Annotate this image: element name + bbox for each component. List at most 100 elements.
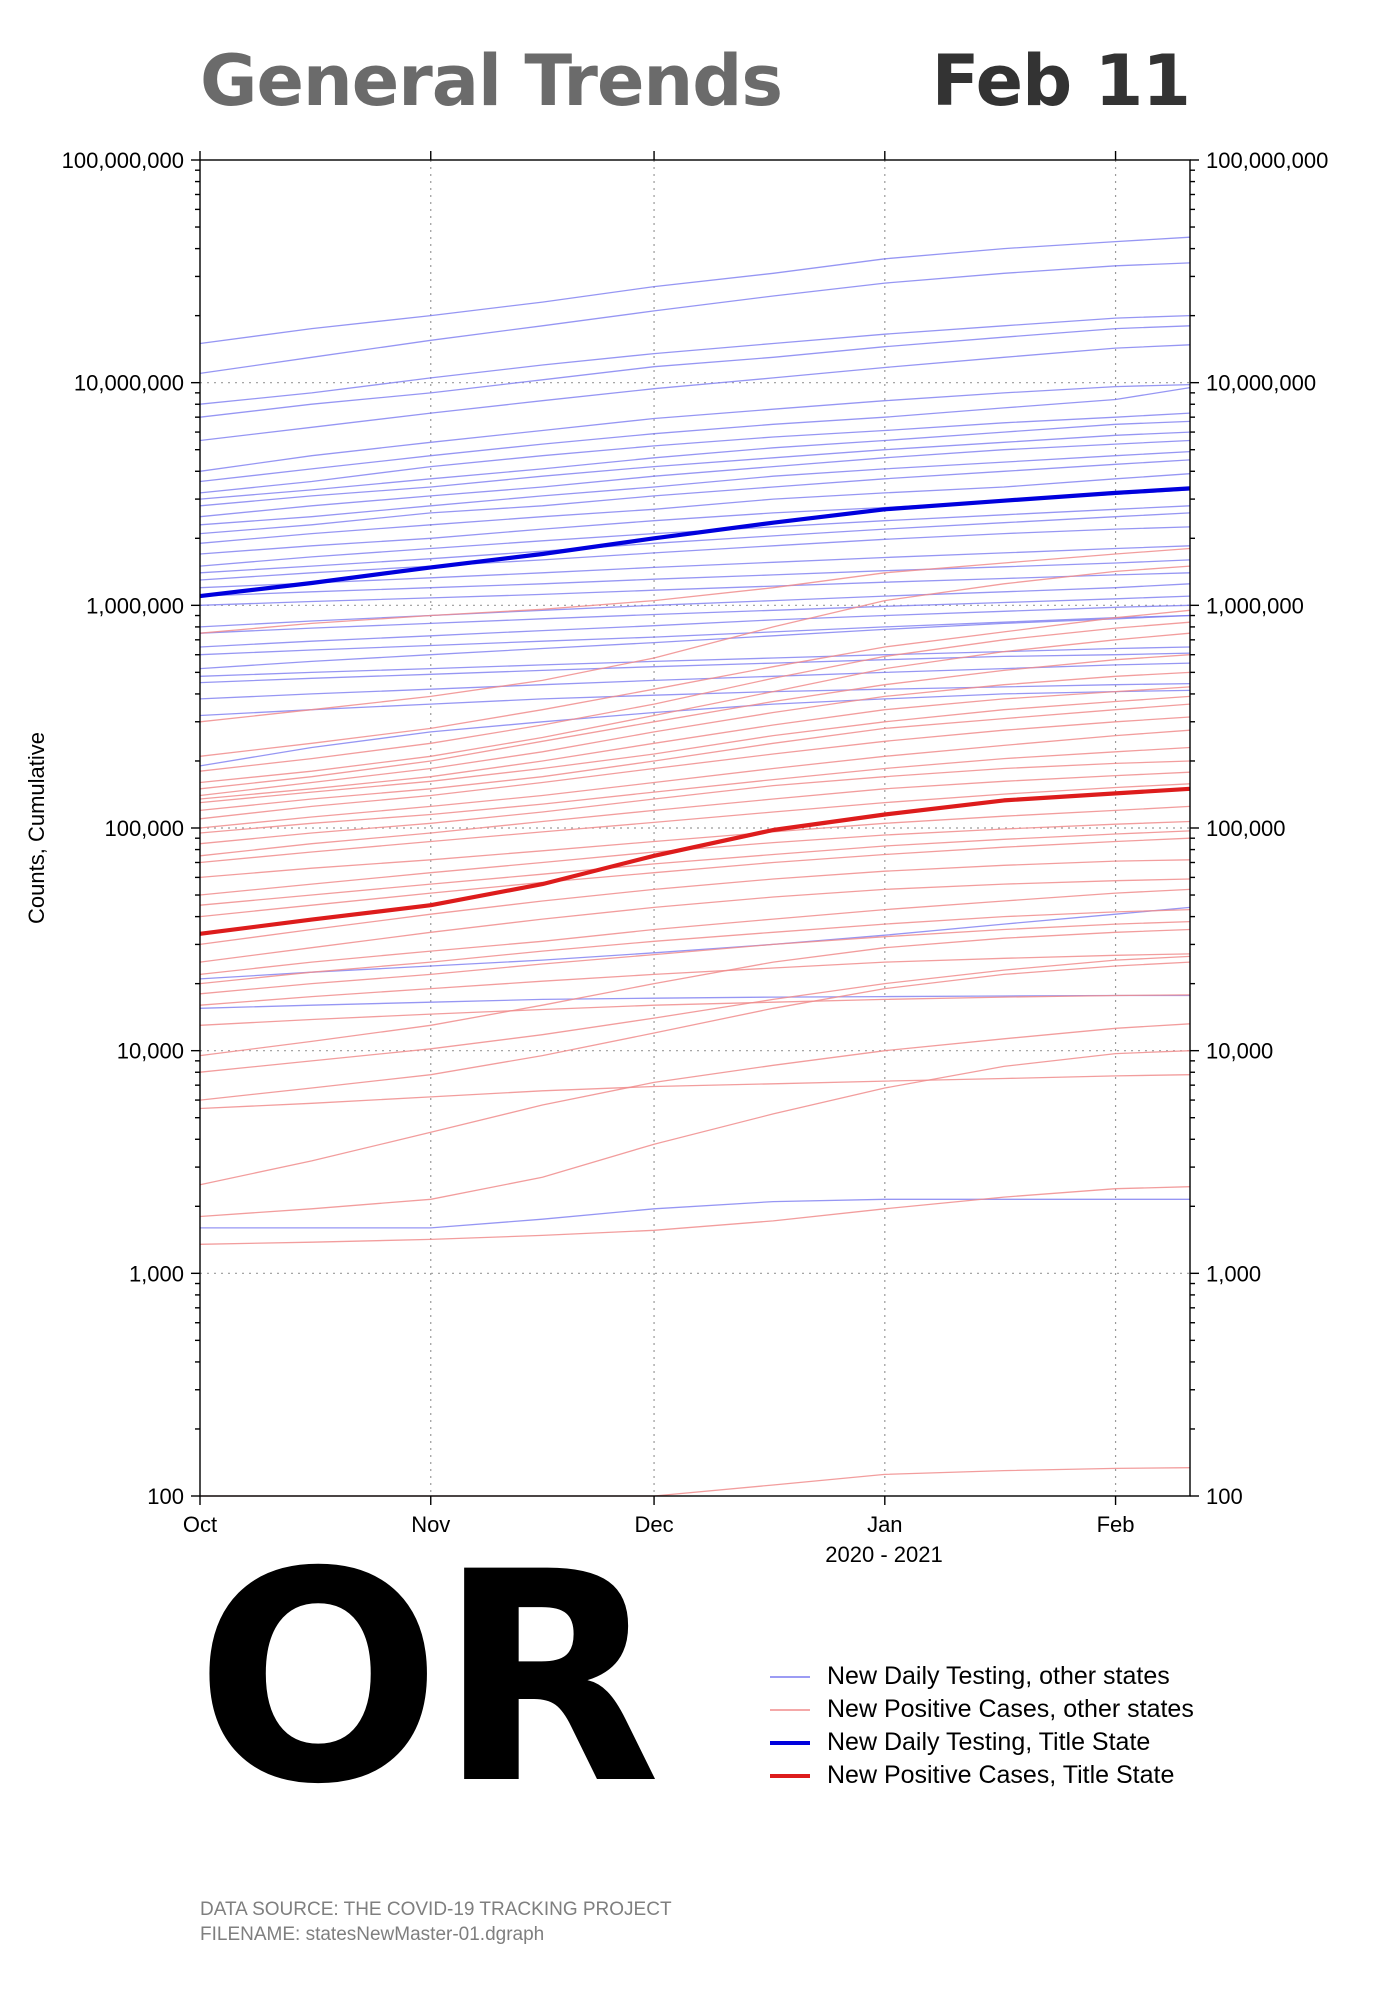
other-state-testing-line	[199, 314, 1191, 405]
y-tick-label-right: 10,000,000	[1206, 371, 1316, 396]
other-state-testing-line	[199, 614, 1191, 656]
other-state-testing-line	[199, 236, 1191, 345]
other-state-cases-line	[199, 820, 1191, 896]
other-state-testing-line	[199, 450, 1191, 526]
other-state-testing-line	[199, 545, 1191, 589]
legend-swatch-other-cases	[770, 1708, 810, 1711]
other-state-cases-line	[199, 955, 1191, 1073]
legend-swatch-title-cases	[770, 1773, 810, 1778]
other-state-testing-line	[199, 505, 1191, 567]
x-tick-label: Nov	[411, 1512, 450, 1537]
footer: DATA SOURCE: THE COVID-19 TRACKING PROJE…	[200, 1897, 672, 1947]
other-state-testing-line	[199, 646, 1191, 677]
other-state-cases-line	[199, 771, 1191, 857]
other-state-cases-line	[199, 1074, 1191, 1110]
y-tick-label-right: 100,000,000	[1206, 148, 1328, 173]
other-state-cases-line	[199, 716, 1191, 820]
legend: New Daily Testing, other states New Posi…	[770, 1660, 1194, 1792]
other-state-cases-line	[199, 878, 1191, 963]
legend-label: New Positive Cases, other states	[827, 1695, 1194, 1723]
y-tick-label: 1,000	[129, 1261, 184, 1286]
y-tick-label: 1,000,000	[86, 593, 184, 618]
other-state-cases-line	[199, 783, 1191, 864]
other-state-cases-line	[199, 994, 1191, 1026]
other-state-testing-line	[199, 420, 1191, 500]
other-state-testing-line	[200, 1198, 1190, 1229]
y-tick-label: 10,000,000	[74, 371, 184, 396]
other-state-cases-line	[199, 928, 1191, 1057]
data-source-text: DATA SOURCE: THE COVID-19 TRACKING PROJE…	[200, 1899, 672, 1920]
y-tick-label-right: 1,000,000	[1206, 593, 1304, 618]
other-state-cases-line	[199, 686, 1191, 800]
x-tick-label: Oct	[183, 1512, 217, 1537]
chart: 100 100 1,000 1,000 10,000 10,000 100,000 100,0…	[24, 148, 1329, 1567]
title-state-cases-line	[199, 786, 1191, 936]
state-abbreviation: OR	[195, 1511, 661, 1848]
x-axis-label: 2020 - 2021	[825, 1542, 942, 1567]
other-state-cases-line	[199, 729, 1191, 829]
other-state-cases-line	[199, 621, 1191, 772]
x-tick-label: Jan	[867, 1512, 902, 1537]
other-state-testing-line	[199, 906, 1191, 980]
other-state-testing-line	[199, 439, 1191, 518]
legend-swatch-title-testing	[770, 1740, 810, 1745]
other-state-cases-line	[199, 1186, 1191, 1245]
other-state-cases-line	[199, 695, 1191, 804]
other-state-cases-line	[199, 830, 1191, 906]
other-state-testing-line	[199, 512, 1191, 574]
other-state-cases-line	[199, 837, 1191, 918]
other-state-cases-line	[199, 632, 1191, 784]
other-state-testing-line	[199, 614, 1191, 670]
y-tick-label: 100,000	[104, 816, 184, 841]
other-state-cases-line	[199, 671, 1191, 797]
date-label: Feb 11	[931, 40, 1191, 122]
page-title: General Trends	[200, 40, 783, 122]
other-state-testing-line	[199, 595, 1191, 634]
other-state-testing-line	[199, 604, 1191, 648]
other-state-cases-line	[199, 953, 1191, 1006]
y-tick-label: 100	[147, 1484, 184, 1509]
y-axis-label: Counts, Cumulative	[24, 732, 49, 924]
other-state-cases-line	[199, 1023, 1191, 1186]
x-tick-label: Feb	[1097, 1512, 1135, 1537]
other-state-cases-line	[199, 565, 1191, 723]
other-state-testing-line	[199, 689, 1191, 767]
other-state-testing-line	[199, 383, 1191, 472]
other-state-testing-line	[199, 559, 1191, 597]
chart-ticks: 100 100 1,000 1,000 10,000 10,000 100,000 100,0…	[62, 148, 1329, 1537]
other-state-testing-line	[199, 473, 1191, 544]
other-state-cases-line	[200, 1467, 1191, 1497]
x-tick-label: Dec	[634, 1512, 673, 1537]
title-state-testing-line	[199, 486, 1191, 599]
chart-grid	[200, 160, 1190, 1496]
other-state-cases-line	[199, 805, 1191, 879]
other-state-cases-line	[199, 888, 1191, 976]
other-state-testing-line	[199, 262, 1191, 375]
other-state-cases-line	[199, 547, 1191, 634]
other-state-cases-line	[199, 746, 1191, 834]
filename-text: FILENAME: statesNewMaster-01.dgraph	[200, 1924, 545, 1945]
legend-item: New Positive Cases, Title State	[770, 1759, 1194, 1792]
legend-label: New Daily Testing, Title State	[827, 1728, 1151, 1756]
chart-series	[199, 236, 1191, 1497]
other-state-testing-line	[199, 344, 1191, 442]
legend-item: New Positive Cases, other states	[770, 1693, 1194, 1726]
other-state-testing-line	[199, 682, 1191, 717]
other-state-testing-line	[199, 583, 1191, 628]
other-state-testing-line	[199, 431, 1191, 507]
legend-item: New Daily Testing, Title State	[770, 1726, 1194, 1759]
y-tick-label: 10,000	[117, 1039, 184, 1064]
other-state-testing-line	[199, 526, 1191, 581]
other-state-cases-line	[199, 859, 1191, 946]
y-tick-label-right: 1,000	[1206, 1261, 1261, 1286]
legend-label: New Positive Cases, Title State	[827, 1761, 1175, 1789]
legend-item: New Daily Testing, other states	[770, 1660, 1194, 1693]
other-state-testing-line	[199, 412, 1191, 494]
y-tick-label-right: 10,000	[1206, 1039, 1273, 1064]
other-state-testing-line	[199, 572, 1191, 606]
other-state-cases-line	[199, 908, 1191, 985]
other-state-cases-line	[199, 609, 1191, 757]
other-state-testing-line	[199, 325, 1191, 418]
other-state-testing-line	[199, 386, 1191, 483]
other-state-testing-line	[199, 652, 1191, 684]
